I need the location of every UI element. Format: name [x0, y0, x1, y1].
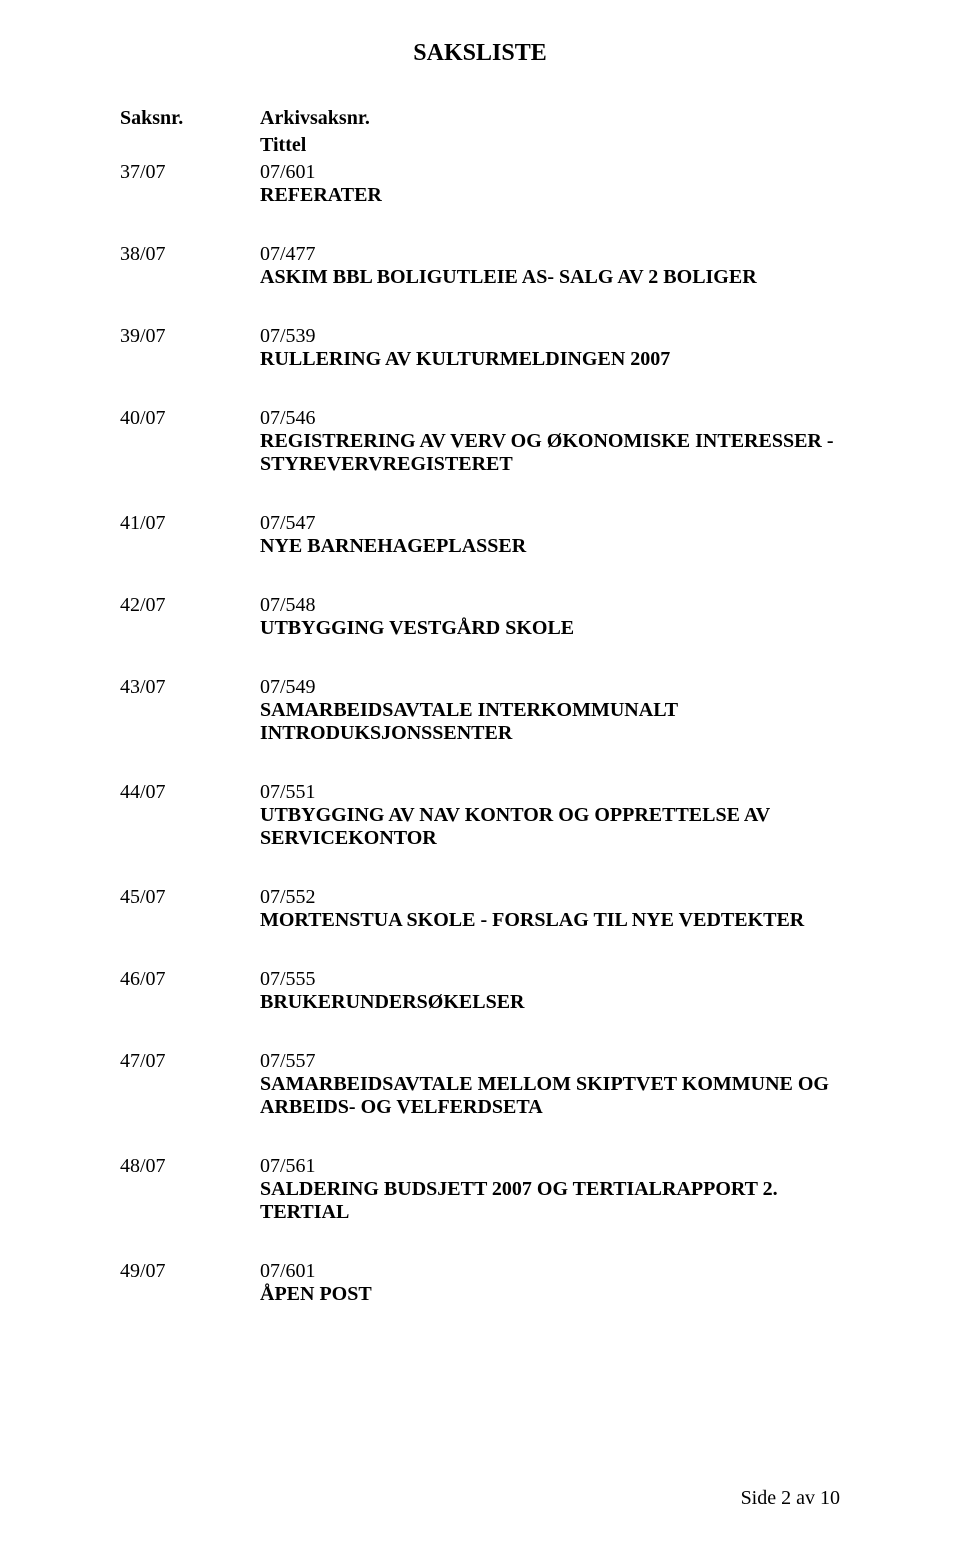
item-title-line: REGISTRERING AV VERV OG ØKONOMISKE INTER…: [260, 430, 840, 453]
item-ref: 07/539: [260, 325, 840, 348]
item-title-line: INTRODUKSJONSSENTER: [260, 722, 840, 745]
header-saksnr: Saksnr.: [120, 107, 260, 130]
item-saksnr: 39/07: [120, 325, 260, 371]
item-title-line: BRUKERUNDERSØKELSER: [260, 991, 840, 1014]
item-title-line: REFERATER: [260, 184, 840, 207]
item-saksnr: 40/07: [120, 407, 260, 476]
item-ref: 07/546: [260, 407, 840, 430]
list-item: 46/0707/555BRUKERUNDERSØKELSER: [120, 968, 840, 1014]
item-ref: 07/477: [260, 243, 840, 266]
item-title-line: MORTENSTUA SKOLE - FORSLAG TIL NYE VEDTE…: [260, 909, 840, 932]
page-title: SAKSLISTE: [120, 40, 840, 67]
item-saksnr: 37/07: [120, 161, 260, 207]
document-page: SAKSLISTE Saksnr. Arkivsaksnr. Tittel 37…: [0, 0, 960, 1550]
item-saksnr: 48/07: [120, 1155, 260, 1224]
item-content: 07/601REFERATER: [260, 161, 840, 207]
list-item: 47/0707/557SAMARBEIDSAVTALE MELLOM SKIPT…: [120, 1050, 840, 1119]
item-content: 07/546REGISTRERING AV VERV OG ØKONOMISKE…: [260, 407, 840, 476]
item-saksnr: 42/07: [120, 594, 260, 640]
item-content: 07/601ÅPEN POST: [260, 1260, 840, 1306]
column-headers: Saksnr. Arkivsaksnr.: [120, 107, 840, 130]
item-title-line: UTBYGGING VESTGÅRD SKOLE: [260, 617, 840, 640]
list-item: 43/0707/549SAMARBEIDSAVTALE INTERKOMMUNA…: [120, 676, 840, 745]
item-saksnr: 43/07: [120, 676, 260, 745]
list-item: 39/0707/539RULLERING AV KULTURMELDINGEN …: [120, 325, 840, 371]
item-content: 07/555BRUKERUNDERSØKELSER: [260, 968, 840, 1014]
item-title-line: UTBYGGING AV NAV KONTOR OG OPPRETTELSE A…: [260, 804, 840, 827]
list-item: 41/0707/547NYE BARNEHAGEPLASSER: [120, 512, 840, 558]
item-title-line: SAMARBEIDSAVTALE MELLOM SKIPTVET KOMMUNE…: [260, 1073, 840, 1096]
list-item: 48/0707/561SALDERING BUDSJETT 2007 OG TE…: [120, 1155, 840, 1224]
subheader-row: Tittel: [120, 134, 840, 157]
item-content: 07/552MORTENSTUA SKOLE - FORSLAG TIL NYE…: [260, 886, 840, 932]
subheader-spacer: [120, 134, 260, 157]
item-title-line: ASKIM BBL BOLIGUTLEIE AS- SALG AV 2 BOLI…: [260, 266, 840, 289]
item-ref: 07/551: [260, 781, 840, 804]
item-ref: 07/555: [260, 968, 840, 991]
item-content: 07/539RULLERING AV KULTURMELDINGEN 2007: [260, 325, 840, 371]
item-ref: 07/549: [260, 676, 840, 699]
item-saksnr: 49/07: [120, 1260, 260, 1306]
item-content: 07/547NYE BARNEHAGEPLASSER: [260, 512, 840, 558]
list-item: 40/0707/546REGISTRERING AV VERV OG ØKONO…: [120, 407, 840, 476]
item-saksnr: 46/07: [120, 968, 260, 1014]
item-content: 07/549SAMARBEIDSAVTALE INTERKOMMUNALTINT…: [260, 676, 840, 745]
header-tittel: Tittel: [260, 134, 840, 157]
item-saksnr: 45/07: [120, 886, 260, 932]
item-content: 07/477ASKIM BBL BOLIGUTLEIE AS- SALG AV …: [260, 243, 840, 289]
item-title-line: NYE BARNEHAGEPLASSER: [260, 535, 840, 558]
list-item: 38/0707/477ASKIM BBL BOLIGUTLEIE AS- SAL…: [120, 243, 840, 289]
list-item: 37/0707/601REFERATER: [120, 161, 840, 207]
list-item: 44/0707/551UTBYGGING AV NAV KONTOR OG OP…: [120, 781, 840, 850]
item-saksnr: 38/07: [120, 243, 260, 289]
header-arkivsaksnr: Arkivsaksnr.: [260, 107, 840, 130]
item-content: 07/551UTBYGGING AV NAV KONTOR OG OPPRETT…: [260, 781, 840, 850]
item-content: 07/557SAMARBEIDSAVTALE MELLOM SKIPTVET K…: [260, 1050, 840, 1119]
item-ref: 07/547: [260, 512, 840, 535]
item-title-line: RULLERING AV KULTURMELDINGEN 2007: [260, 348, 840, 371]
item-ref: 07/557: [260, 1050, 840, 1073]
item-title-line: SAMARBEIDSAVTALE INTERKOMMUNALT: [260, 699, 840, 722]
page-footer: Side 2 av 10: [741, 1487, 840, 1510]
list-item: 45/0707/552MORTENSTUA SKOLE - FORSLAG TI…: [120, 886, 840, 932]
item-title-line: SALDERING BUDSJETT 2007 OG TERTIALRAPPOR…: [260, 1178, 840, 1224]
list-item: 42/0707/548UTBYGGING VESTGÅRD SKOLE: [120, 594, 840, 640]
item-ref: 07/548: [260, 594, 840, 617]
item-title-line: STYREVERVREGISTERET: [260, 453, 840, 476]
item-ref: 07/561: [260, 1155, 840, 1178]
item-ref: 07/601: [260, 1260, 840, 1283]
item-title-line: ÅPEN POST: [260, 1283, 840, 1306]
item-ref: 07/601: [260, 161, 840, 184]
item-title-line: ARBEIDS- OG VELFERDSETA: [260, 1096, 840, 1119]
item-content: 07/561SALDERING BUDSJETT 2007 OG TERTIAL…: [260, 1155, 840, 1224]
item-title-line: SERVICEKONTOR: [260, 827, 840, 850]
item-saksnr: 44/07: [120, 781, 260, 850]
list-item: 49/0707/601ÅPEN POST: [120, 1260, 840, 1306]
item-saksnr: 47/07: [120, 1050, 260, 1119]
item-ref: 07/552: [260, 886, 840, 909]
item-saksnr: 41/07: [120, 512, 260, 558]
items-list: 37/0707/601REFERATER38/0707/477ASKIM BBL…: [120, 161, 840, 1306]
item-content: 07/548UTBYGGING VESTGÅRD SKOLE: [260, 594, 840, 640]
